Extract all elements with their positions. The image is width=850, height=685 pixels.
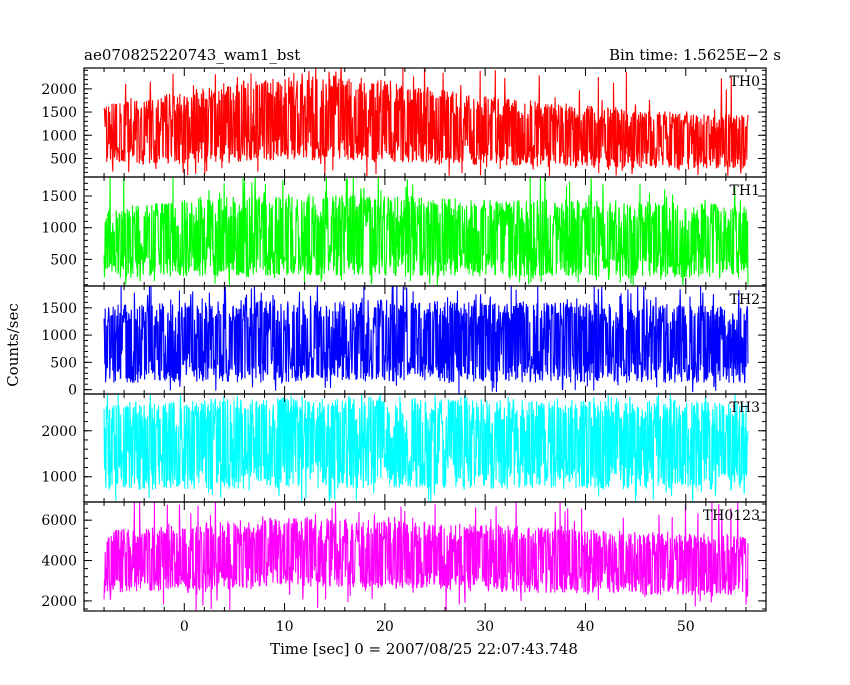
y-tick-label: 2000 — [41, 424, 77, 440]
y-tick-label: 0 — [68, 383, 77, 399]
panel-th3: 1000 2000 TH3 — [41, 393, 767, 503]
y-tick-label: 1500 — [41, 301, 77, 317]
x-tick-label: 30 — [476, 619, 494, 635]
x-axis: 0 10 20 30 40 50 — [180, 619, 695, 635]
y-tick-label: 2000 — [41, 594, 77, 610]
x-tick-label: 40 — [577, 619, 595, 635]
panels-group: 500 1000 1500 2000 TH0 500 1000 1500 TH1 0 500 1000… — [41, 67, 767, 612]
panel-label-th3: TH3 — [730, 400, 760, 416]
x-tick-label: 0 — [180, 619, 189, 635]
y-tick-label: 1500 — [41, 189, 77, 205]
figure-title: ae070825220743_wam1_bst — [84, 46, 300, 64]
series-th0123-trace — [103, 502, 749, 611]
panel-th0: 500 1000 1500 2000 TH0 — [41, 67, 767, 178]
y-axis-label: Counts/sec — [4, 303, 22, 387]
series-th2-trace — [103, 286, 749, 394]
bin-time-label: Bin time: 1.5625E−2 s — [609, 46, 781, 64]
panel-th1: 500 1000 1500 TH1 — [41, 176, 767, 287]
series-th1-trace — [103, 177, 749, 286]
y-tick-label: 1000 — [41, 128, 77, 144]
y-tick-label: 500 — [50, 151, 77, 167]
panel-label-th0: TH0 — [730, 74, 760, 90]
panel-label-th0123: TH0123 — [703, 508, 760, 524]
y-tick-label: 6000 — [41, 513, 77, 529]
x-tick-label: 50 — [677, 619, 695, 635]
panel-label-th1: TH1 — [730, 183, 760, 199]
y-tick-label: 500 — [50, 252, 77, 268]
series-th3-trace — [103, 394, 749, 502]
x-axis-label: Time [sec] 0 = 2007/08/25 22:07:43.748 — [270, 640, 578, 658]
x-tick-label: 10 — [276, 619, 294, 635]
y-tick-label: 1000 — [41, 470, 77, 486]
y-tick-label: 500 — [50, 355, 77, 371]
panel-th0123: 2000 4000 6000 TH0123 — [41, 501, 767, 612]
y-tick-label: 1000 — [41, 328, 77, 344]
y-tick-label: 1000 — [41, 221, 77, 237]
y-tick-label: 1500 — [41, 105, 77, 121]
panel-label-th2: TH2 — [730, 292, 760, 308]
series-th0-trace — [103, 68, 749, 177]
y-tick-label: 2000 — [41, 82, 77, 98]
x-tick-label: 20 — [376, 619, 394, 635]
panel-th2: 0 500 1000 1500 TH2 — [41, 285, 767, 399]
y-tick-label: 4000 — [41, 554, 77, 570]
